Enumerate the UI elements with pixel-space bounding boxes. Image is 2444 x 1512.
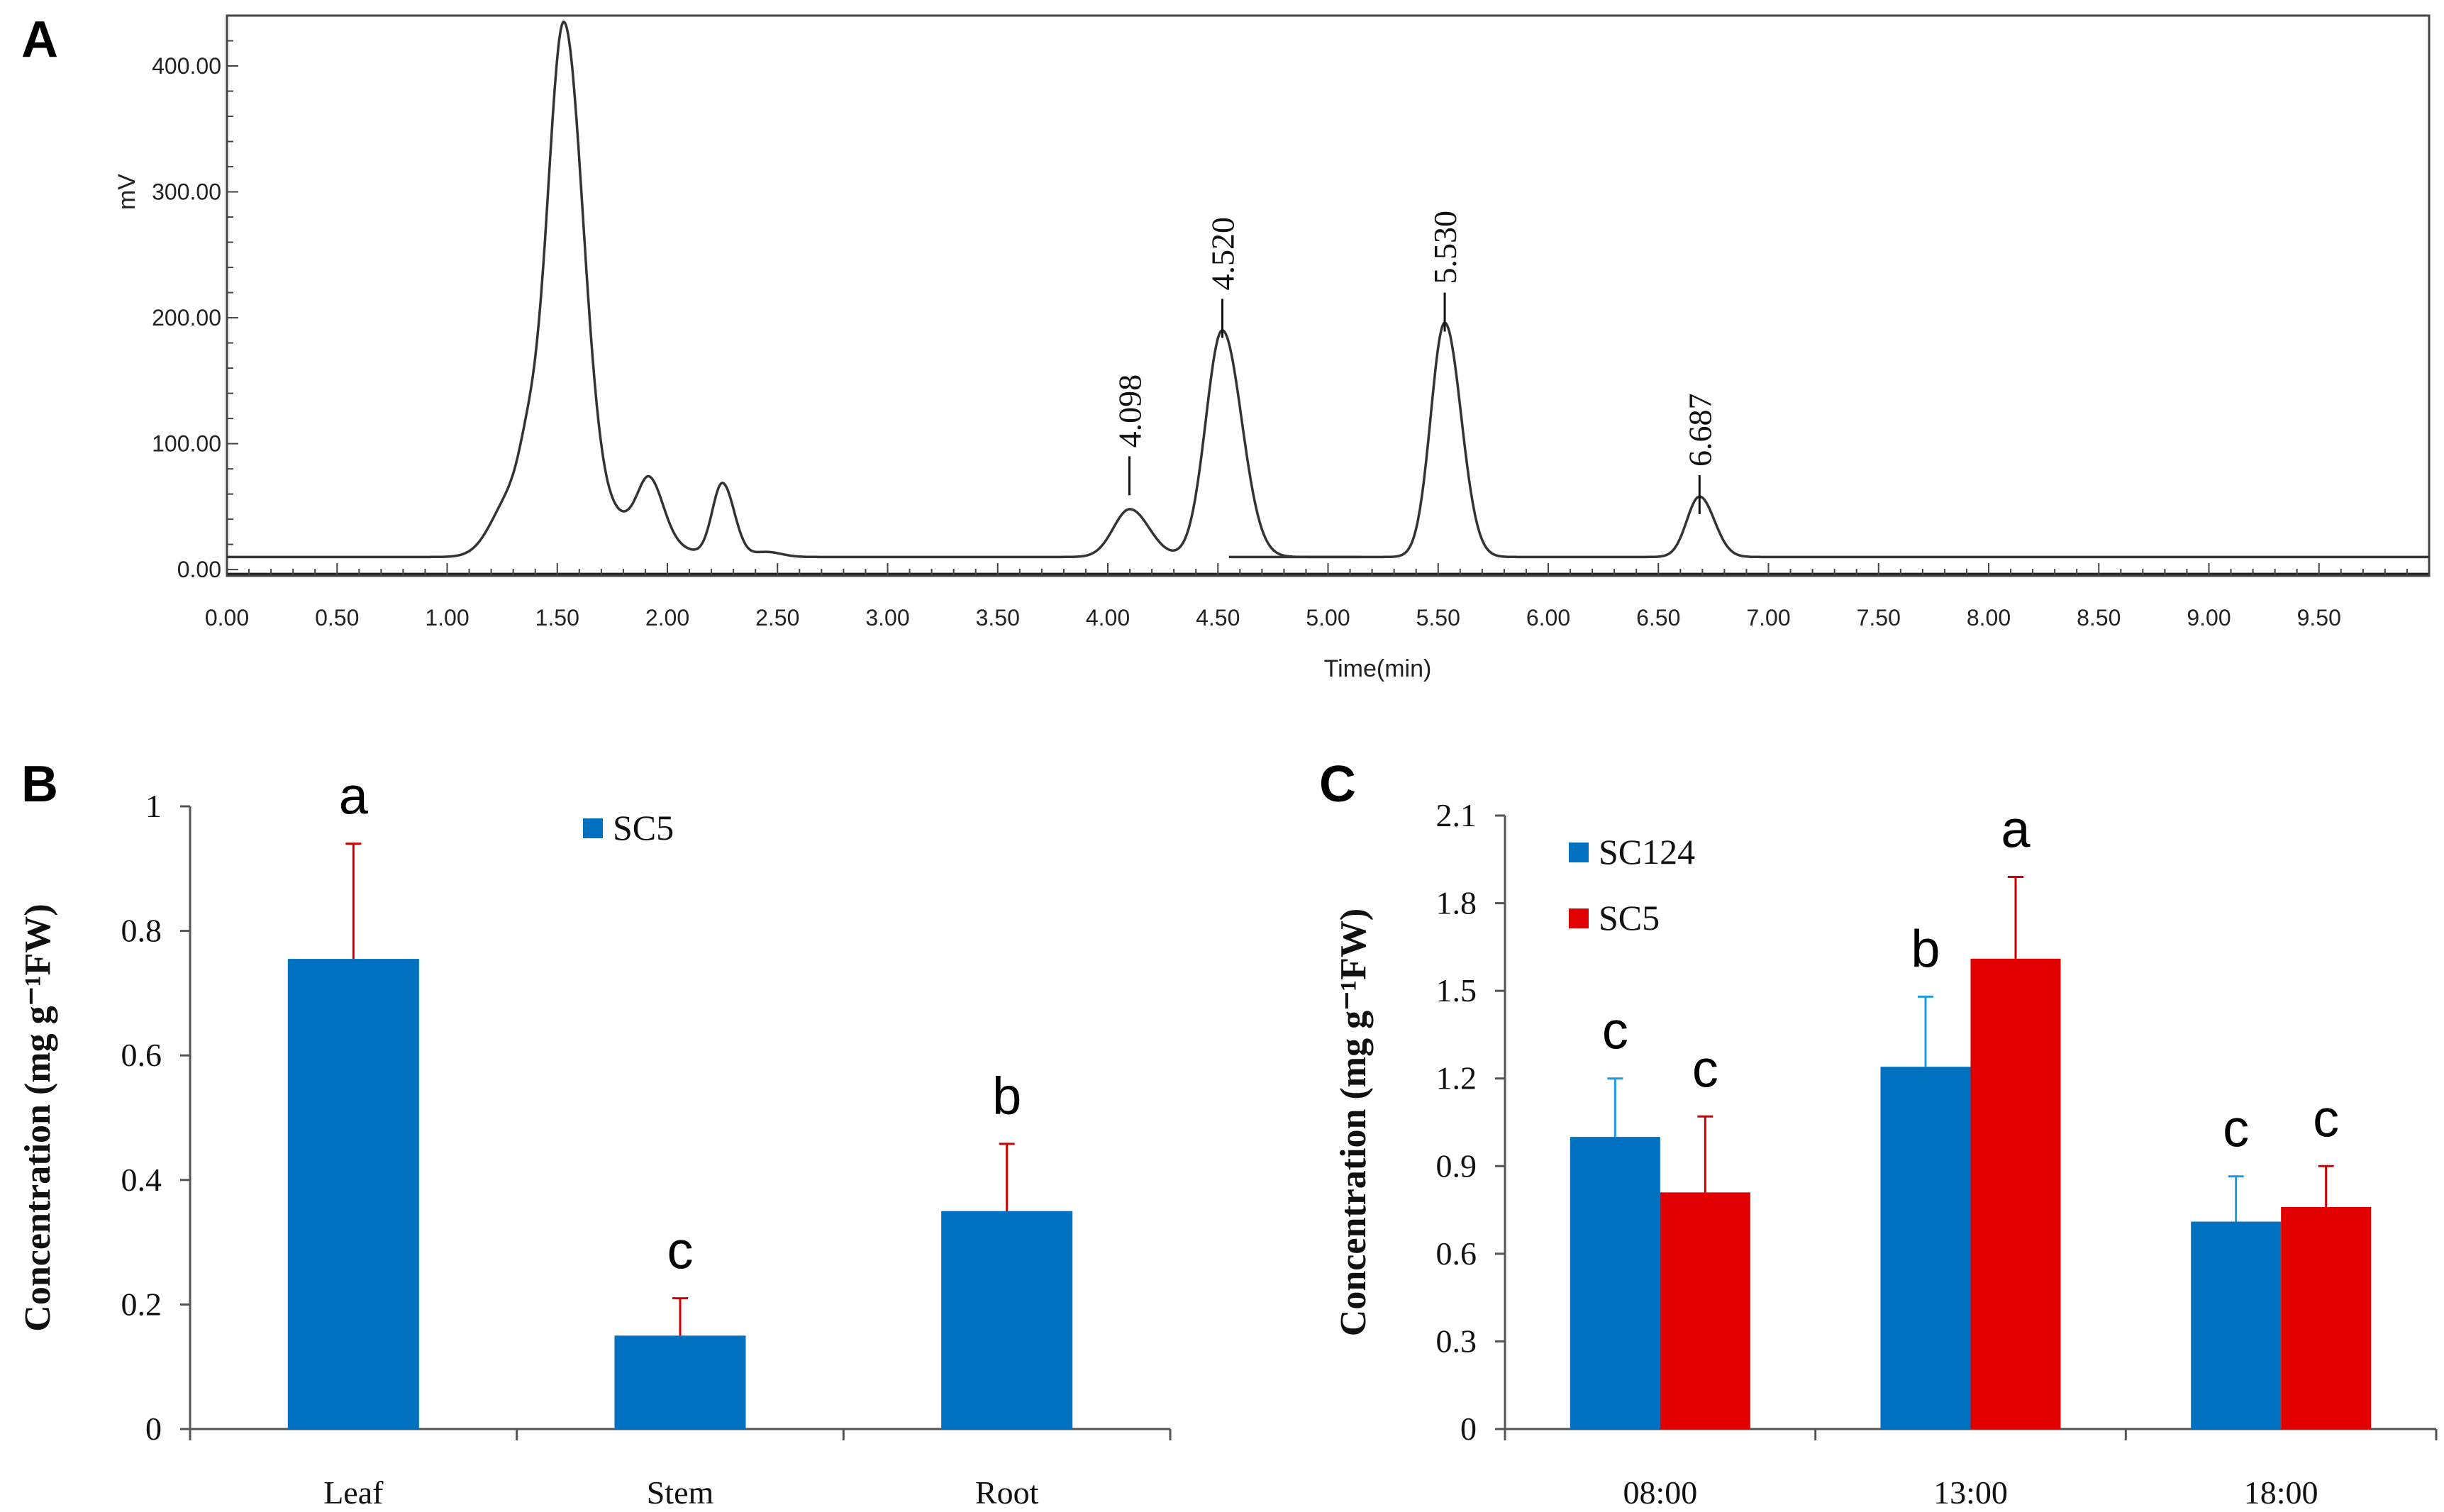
panel-label-c: C [1319, 756, 1356, 813]
tissue-bar-chart: 0 0.2 0.4 0.6 0.8 1 Leaf Stem Root Concentration … [18, 767, 1172, 1511]
significance-letter: c [1692, 1039, 1718, 1098]
significance-letter: b [1911, 919, 1940, 978]
y-tick-label: 0.9 [1436, 1147, 1477, 1184]
x-tick-label: 3.50 [976, 605, 1020, 630]
y-tick-label: 100.00 [152, 431, 221, 457]
bar [941, 1211, 1073, 1429]
legend-swatch [1569, 843, 1589, 862]
bar [1970, 958, 2061, 1429]
significance-letter: c [2313, 1089, 2339, 1147]
y-tick-label: 200.00 [152, 305, 221, 330]
y-tick-label: 0.4 [121, 1162, 162, 1198]
x-tick-label: 7.00 [1746, 605, 1790, 630]
bar [1880, 1067, 1971, 1429]
x-tick-label: 8.50 [2077, 605, 2121, 630]
significance-letter: c [2223, 1099, 2249, 1158]
y-tick-label: 0.3 [1436, 1323, 1477, 1359]
peak-label: 4.098 [1111, 374, 1148, 448]
y-tick-label: 0 [1460, 1411, 1477, 1447]
significance-letter: b [992, 1067, 1021, 1125]
bar [287, 959, 419, 1429]
y-tick-label: 300.00 [152, 179, 221, 205]
y-tick-label: 1.2 [1436, 1060, 1477, 1096]
y-tick-label: 0.00 [177, 557, 221, 582]
x-tick-label: 8.00 [1967, 605, 2011, 630]
x-tick-label: 7.50 [1857, 605, 1901, 630]
y-tick-label: 2.1 [1436, 797, 1477, 833]
bar [1660, 1192, 1750, 1429]
bar [2191, 1221, 2282, 1429]
y-tick-label: 1.5 [1436, 972, 1477, 1008]
y-tick-label: 400.00 [152, 53, 221, 79]
x-tick-label: 08:00 [1623, 1474, 1697, 1511]
peak-label: 6.687 [1682, 393, 1718, 467]
significance-letter: c [667, 1221, 694, 1280]
significance-letter: c [1602, 1001, 1628, 1060]
x-tick-label: 9.00 [2187, 605, 2231, 630]
x-tick-label: 1.00 [425, 605, 469, 630]
x-tick-label: Stem [647, 1474, 714, 1511]
legend-label: SC124 [1599, 832, 1695, 872]
legend-swatch [1569, 908, 1589, 928]
legend-label: SC5 [1599, 898, 1660, 938]
bar [614, 1335, 746, 1429]
x-tick-label: 6.00 [1526, 605, 1570, 630]
y-tick-label: 0.2 [121, 1286, 162, 1322]
y-tick-label: 1 [145, 788, 162, 824]
panel-label-a: A [21, 11, 58, 68]
x-tick-label: 4.50 [1196, 605, 1240, 630]
peak-label: 5.530 [1427, 211, 1463, 284]
chromatogram-trace-2 [1228, 321, 2429, 559]
x-tick-label: 18:00 [2244, 1474, 2318, 1511]
x-tick-label: 5.50 [1416, 605, 1460, 630]
x-tick-label: 0.50 [315, 605, 359, 630]
x-tick-label: 1.50 [535, 605, 579, 630]
y-axis-title: Concentration (mg g⁻¹FW) [18, 904, 58, 1331]
time-bar-chart: 0 0.3 0.6 0.9 1.2 1.5 1.8 2.1 08:00 13:00 18:00 Con… [1333, 797, 2438, 1511]
y-tick-label: 1.8 [1436, 885, 1477, 921]
peak-label: 4.520 [1204, 217, 1240, 291]
x-tick-label: 3.00 [865, 605, 909, 630]
legend-label: SC5 [613, 808, 674, 847]
y-tick-label: 0 [145, 1411, 162, 1447]
x-tick-label: 4.00 [1086, 605, 1130, 630]
significance-letter: a [339, 767, 369, 826]
y-tick-label: 0.8 [121, 913, 162, 949]
chromatogram-trace-1 [227, 20, 1361, 559]
y-axis-title: mV [113, 174, 140, 210]
plot-frame [226, 14, 2431, 577]
y-axis-title: Concentration (mg g⁻¹FW) [1333, 908, 1374, 1336]
bar [2281, 1206, 2372, 1429]
x-tick-label: 2.00 [645, 605, 689, 630]
x-tick-label: Leaf [323, 1474, 384, 1511]
x-tick-label: 0.00 [205, 605, 249, 630]
chromatogram-panel: 0.00 0.50 1.00 1.50 2.00 2.50 3.00 3.50 4.00 4.50… [113, 14, 2431, 682]
x-tick-label: 2.50 [755, 605, 799, 630]
legend-swatch [583, 818, 603, 838]
x-tick-label: 13:00 [1933, 1474, 2008, 1511]
y-tick-label: 0.6 [1436, 1235, 1477, 1272]
x-tick-label: 6.50 [1636, 605, 1680, 630]
x-tick-label: 9.50 [2297, 605, 2341, 630]
x-tick-label: Root [975, 1474, 1039, 1511]
x-axis-title: Time(min) [1324, 655, 1432, 682]
y-tick-label: 0.6 [121, 1037, 162, 1073]
x-tick-label: 5.00 [1306, 605, 1350, 630]
significance-letter: a [2001, 800, 2031, 859]
panel-label-b: B [21, 756, 58, 813]
bar [1570, 1137, 1660, 1429]
